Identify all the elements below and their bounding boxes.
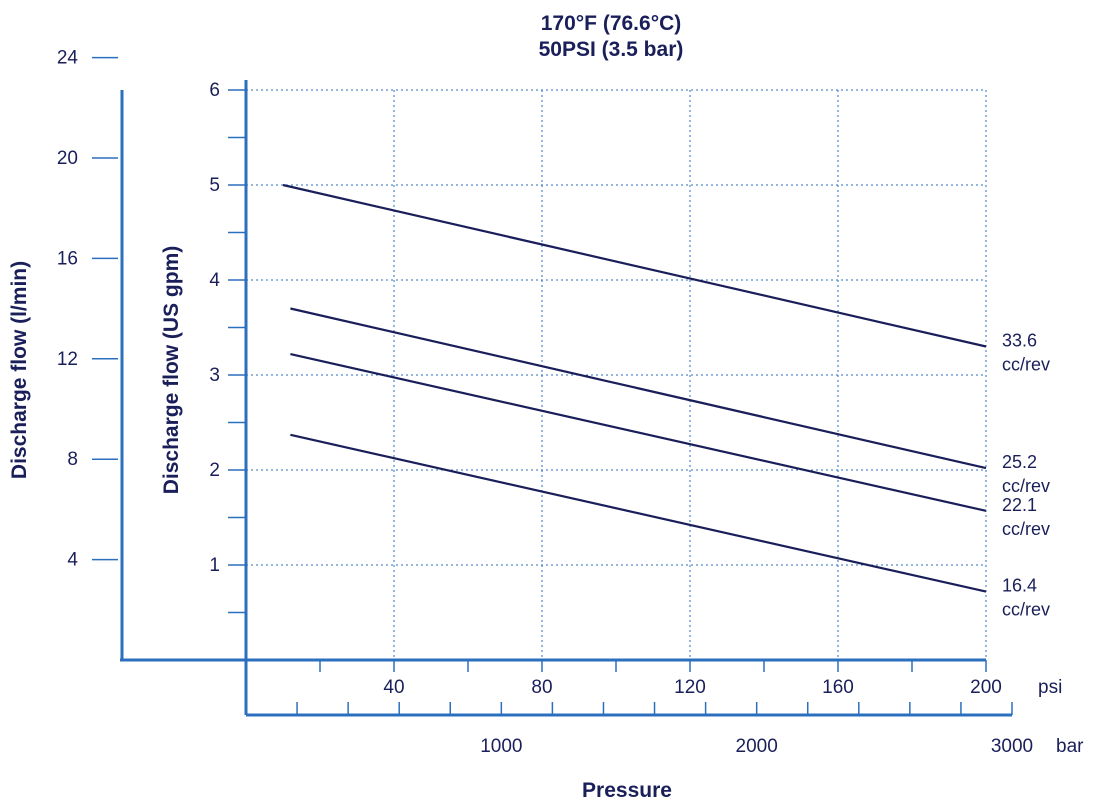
chart-subtitle: 50PSI (3.5 bar) bbox=[539, 38, 684, 61]
gpm-tick-label: 4 bbox=[209, 270, 220, 291]
series-lines bbox=[282, 183, 987, 593]
series-label-22.1: 22.1 bbox=[1002, 495, 1037, 515]
bar-tick-label: 2000 bbox=[736, 736, 778, 757]
series-unit-22.1: cc/rev bbox=[1002, 519, 1050, 539]
gpm-tick-label: 5 bbox=[209, 175, 220, 196]
grid bbox=[246, 89, 987, 660]
gpm-tick-label: 1 bbox=[209, 555, 220, 576]
gpm-tick-label: 3 bbox=[209, 365, 220, 386]
series-unit-33.6: cc/rev bbox=[1002, 355, 1050, 375]
gpm-tick-label: 6 bbox=[209, 80, 220, 101]
axes bbox=[120, 80, 1012, 717]
lmin-tick-label: 16 bbox=[57, 248, 78, 269]
gpm-tick-label: 2 bbox=[209, 460, 220, 481]
y-axis-label-gpm: Discharge flow (US gpm) bbox=[160, 246, 183, 495]
series-unit-16.4: cc/rev bbox=[1002, 600, 1050, 620]
lmin-tick-label: 8 bbox=[67, 449, 78, 470]
series-label-33.6: 33.6 bbox=[1002, 331, 1037, 351]
psi-tick-label: 120 bbox=[674, 677, 706, 698]
lmin-tick-label: 24 bbox=[57, 48, 79, 69]
series-label-16.4: 16.4 bbox=[1002, 576, 1037, 596]
series-label-25.2: 25.2 bbox=[1002, 452, 1037, 472]
psi-tick-label: 80 bbox=[531, 677, 552, 698]
y-axis-label-lmin: Discharge flow (l/min) bbox=[8, 261, 31, 479]
series-line-33.6 bbox=[282, 183, 987, 348]
series-line-25.2 bbox=[290, 307, 987, 470]
chart-title: 170°F (76.6°C) bbox=[541, 12, 682, 35]
series-unit-25.2: cc/rev bbox=[1002, 476, 1050, 496]
lmin-tick-label: 4 bbox=[67, 550, 78, 571]
x-unit-psi: psi bbox=[1038, 677, 1062, 698]
series-line-22.1 bbox=[290, 353, 987, 512]
psi-tick-label: 40 bbox=[383, 677, 404, 698]
bar-tick-label: 3000 bbox=[991, 736, 1033, 757]
psi-tick-label: 200 bbox=[970, 677, 1002, 698]
psi-tick-label: 160 bbox=[822, 677, 854, 698]
x-unit-bar: bar bbox=[1056, 736, 1084, 757]
bar-tick-label: 1000 bbox=[480, 736, 522, 757]
lmin-tick-label: 12 bbox=[57, 349, 78, 370]
lmin-tick-label: 20 bbox=[57, 148, 78, 169]
x-axis-label: Pressure bbox=[582, 779, 672, 802]
series-line-16.4 bbox=[290, 433, 987, 593]
